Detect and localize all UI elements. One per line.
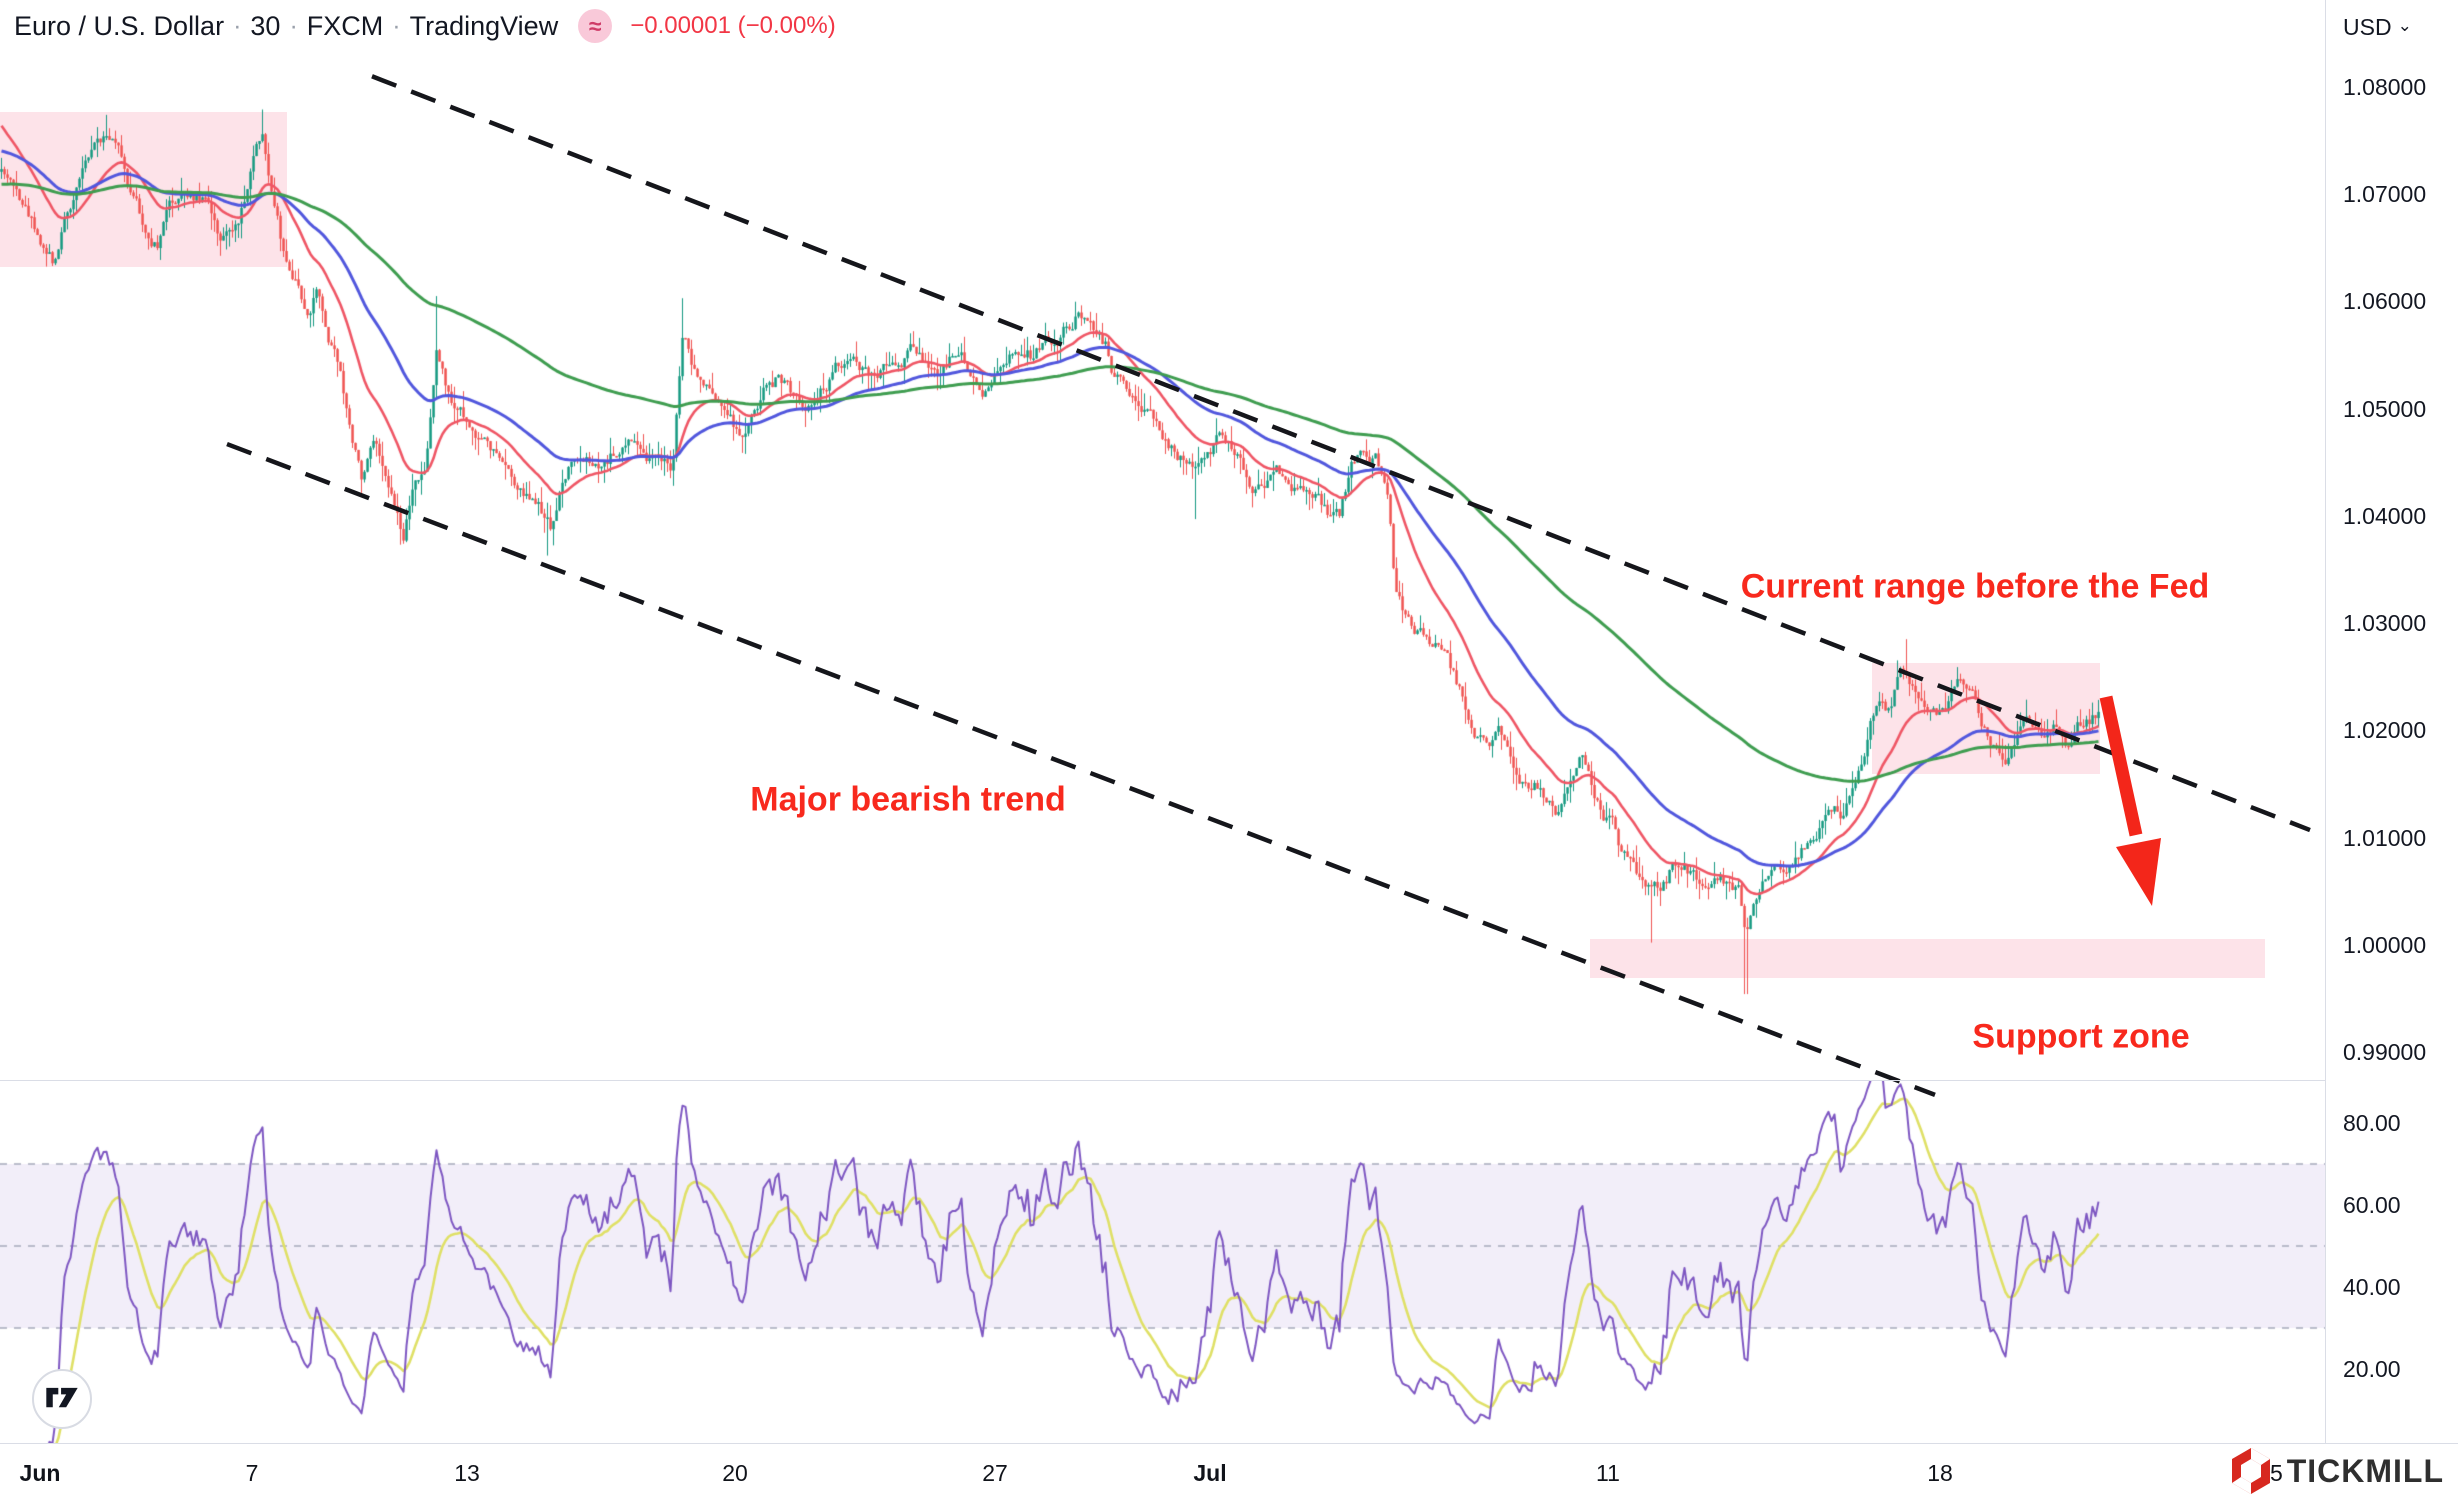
chevron-down-icon: ⌄ [2397, 15, 2412, 35]
price-axis-separator[interactable] [2325, 0, 2326, 1443]
price-axis-label: 1.07000 [2343, 181, 2427, 208]
rsi-axis-label: 80.00 [2343, 1110, 2401, 1136]
price-axis-label: 1.00000 [2343, 931, 2427, 958]
tickmill-brand[interactable]: TICKMILL [2228, 1447, 2444, 1495]
price-change-label: −0.00001 (−0.00%) [630, 12, 836, 39]
time-axis-label: 11 [1596, 1460, 1620, 1486]
time-axis[interactable]: Jun 7 13 20 27 Jul 11 18 25 [0, 1443, 2458, 1498]
tickmill-logo-text: TICKMILL [2286, 1452, 2444, 1489]
rsi-axis-label: 20.00 [2343, 1356, 2401, 1382]
chart-legend: Euro / U.S. Dollar · 30 · FXCM · Trading… [14, 6, 836, 46]
price-axis-label: 1.06000 [2343, 288, 2427, 315]
rsi-pane-canvas[interactable] [0, 1080, 2330, 1443]
price-axis-label: 1.04000 [2343, 502, 2427, 529]
rsi-axis-label: 40.00 [2343, 1274, 2401, 1300]
price-axis-label: 1.02000 [2343, 717, 2427, 744]
time-axis-label: Jul [1193, 1460, 1227, 1486]
price-axis[interactable]: USD ⌄ 1.08000 1.07000 1.06000 1.05000 1.0400… [2326, 0, 2458, 1443]
exchange-label[interactable]: FXCM [306, 10, 384, 41]
legend-separator: · [392, 11, 401, 40]
delayed-data-status-icon[interactable]: ≈ [578, 9, 613, 43]
legend-separator: · [289, 11, 298, 40]
price-axis-label: 0.99000 [2343, 1038, 2427, 1065]
currency-label: USD [2343, 14, 2392, 40]
price-axis-label: 1.03000 [2343, 610, 2427, 637]
chart-annotation-2[interactable]: Support zone [1972, 1017, 2190, 1056]
symbol-title[interactable]: Euro / U.S. Dollar [14, 10, 225, 41]
time-axis-label: 20 [722, 1460, 748, 1486]
currency-selector[interactable]: USD ⌄ [2343, 14, 2412, 41]
legend-separator: · [233, 11, 242, 40]
rsi-axis-label: 60.00 [2343, 1192, 2401, 1218]
pane-divider[interactable] [0, 1080, 2458, 1081]
chart-annotation-0[interactable]: Current range before the Fed [1740, 567, 2210, 606]
time-axis-label: 13 [454, 1460, 480, 1486]
price-axis-label: 1.01000 [2343, 824, 2427, 851]
tradingview-mark-icon [46, 1387, 78, 1408]
chart-annotation-1[interactable]: Major bearish trend [750, 780, 1066, 819]
time-axis-label: 27 [982, 1460, 1008, 1486]
interval-label[interactable]: 30 [250, 10, 281, 41]
time-axis-label: Jun [19, 1460, 61, 1486]
price-pane-canvas[interactable] [0, 0, 2330, 1080]
time-axis-label: 7 [245, 1460, 259, 1486]
platform-label[interactable]: TradingView [409, 10, 559, 41]
time-axis-label: 18 [1927, 1460, 1953, 1486]
tradingview-logo[interactable] [32, 1369, 92, 1429]
tickmill-hexagon-icon [2231, 1448, 2270, 1494]
price-axis-label: 1.05000 [2343, 395, 2427, 422]
price-axis-label: 1.08000 [2343, 74, 2427, 100]
